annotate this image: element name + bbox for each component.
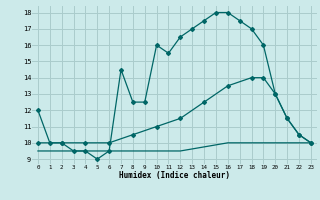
X-axis label: Humidex (Indice chaleur): Humidex (Indice chaleur)	[119, 171, 230, 180]
